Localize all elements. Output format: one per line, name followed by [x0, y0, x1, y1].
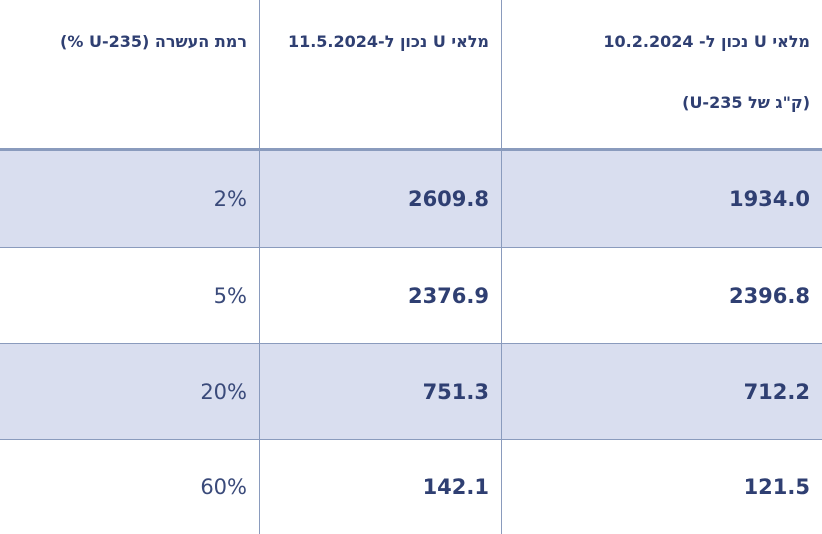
feb-2024-value: 712.2 — [743, 380, 810, 404]
header-feb-2024-cell: מלאי U נכון ל- 10.2.2024 (ק"ג של U-235) — [501, 0, 822, 150]
may-2024-cell: 2609.8 — [259, 151, 501, 247]
feb-2024-cell: 712.2 — [501, 344, 822, 440]
header-feb-2024-unit: (ק"ג של U-235) — [682, 93, 810, 112]
enrichment-cell: 20% — [0, 344, 259, 440]
table-row: 2% 2609.8 1934.0 — [0, 151, 822, 247]
enrichment-value: 60% — [200, 475, 247, 499]
table-row: 60% 142.1 121.5 — [0, 439, 822, 534]
table-row: 20% 751.3 712.2 — [0, 343, 822, 440]
feb-2024-cell: 1934.0 — [501, 151, 822, 247]
enrichment-value: 2% — [213, 187, 247, 211]
enrichment-cell: 2% — [0, 151, 259, 247]
table-header-row: רמת העשרה (U-235 %) מלאי U נכון ל-11.5.2… — [0, 0, 822, 150]
may-2024-cell: 142.1 — [259, 440, 501, 534]
header-feb-2024-label: מלאי U נכון ל- 10.2.2024 — [603, 32, 810, 51]
header-divider — [0, 148, 822, 151]
feb-2024-value: 121.5 — [743, 475, 810, 499]
enrichment-value: 20% — [200, 380, 247, 404]
header-may-2024-label: מלאי U נכון ל-11.5.2024 — [287, 32, 489, 51]
header-enrichment-label: רמת העשרה (U-235 %) — [60, 32, 247, 51]
may-2024-value: 751.3 — [422, 380, 489, 404]
header-enrichment-cell: רמת העשרה (U-235 %) — [0, 0, 259, 150]
enrichment-cell: 5% — [0, 248, 259, 344]
feb-2024-cell: 2396.8 — [501, 248, 822, 344]
table-row: 5% 2376.9 2396.8 — [0, 247, 822, 344]
feb-2024-value: 2396.8 — [728, 284, 810, 308]
enrichment-value: 5% — [213, 284, 247, 308]
may-2024-cell: 751.3 — [259, 344, 501, 440]
feb-2024-value: 1934.0 — [728, 187, 810, 211]
enrichment-cell: 60% — [0, 440, 259, 534]
may-2024-value: 2376.9 — [407, 284, 489, 308]
may-2024-value: 2609.8 — [407, 187, 489, 211]
feb-2024-cell: 121.5 — [501, 440, 822, 534]
header-may-2024-cell: מלאי U נכון ל-11.5.2024 — [259, 0, 501, 150]
may-2024-cell: 2376.9 — [259, 248, 501, 344]
may-2024-value: 142.1 — [422, 475, 489, 499]
